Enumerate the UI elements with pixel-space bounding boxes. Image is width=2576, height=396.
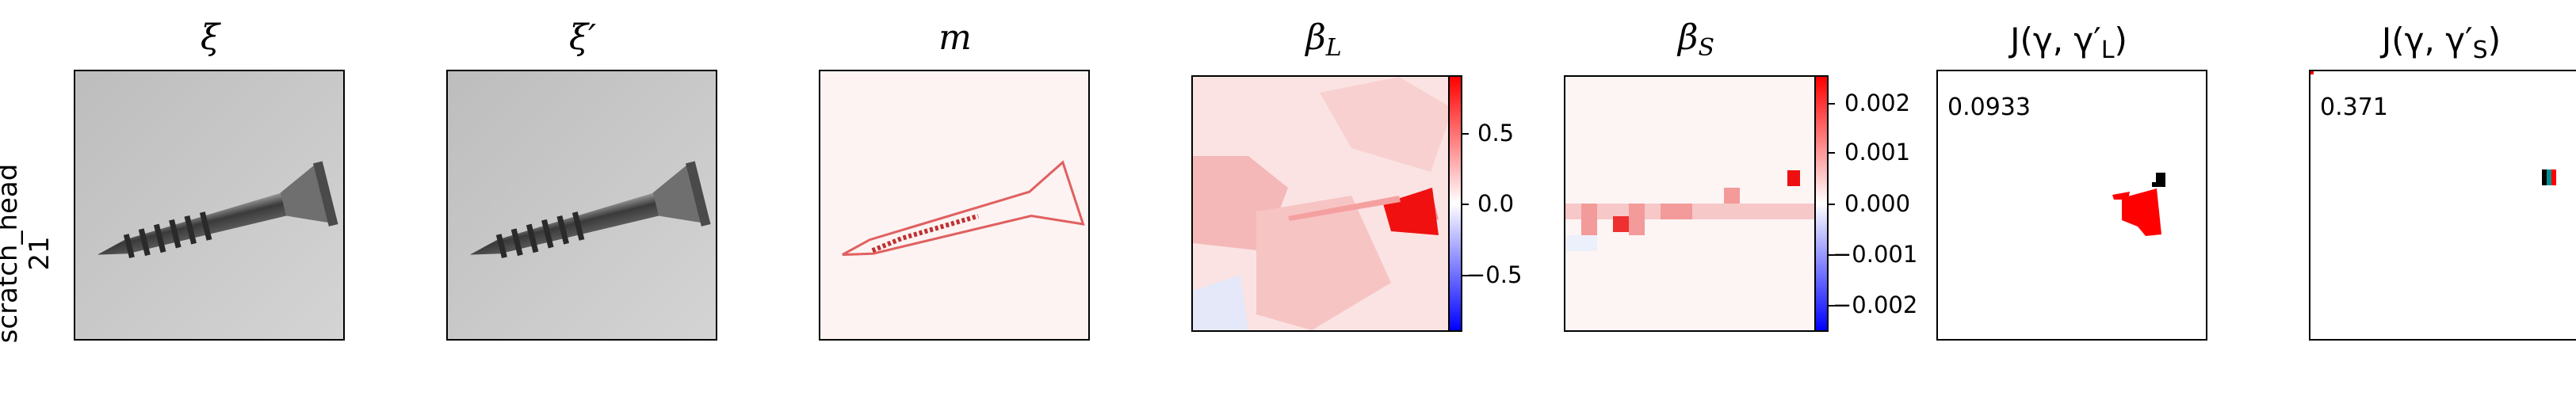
panel-title-j-l: J(γ, γ′L) <box>2010 21 2127 64</box>
j-l-overlay <box>2112 173 2165 236</box>
image-j-s <box>2309 70 2576 341</box>
colorbar-tick-label: −0.001 <box>1833 241 1918 268</box>
colorbar-tick <box>1462 204 1469 205</box>
beta-l-heatmap <box>1193 77 1453 330</box>
panel-title-m: m <box>938 17 972 58</box>
panel-title-beta-l: βL <box>1305 17 1342 62</box>
colorbar-tick-label: −0.002 <box>1833 291 1918 318</box>
colorbar-tick <box>1829 103 1835 105</box>
colorbar-tick-label: 0.002 <box>1844 89 1911 116</box>
panel-title-xi: ξ <box>200 17 220 58</box>
colorbar-tick <box>1462 133 1469 135</box>
image-j-l <box>1936 70 2207 341</box>
screw-image <box>75 71 343 339</box>
panel-title-j-s: J(γ, γ′S) <box>2381 21 2501 64</box>
mask-heatmap <box>820 71 1088 339</box>
row-label: scratch_head 21 <box>0 162 55 345</box>
colorbar-tick <box>1829 152 1835 154</box>
colorbar-tick <box>1462 275 1469 276</box>
image-xi-prime <box>446 70 717 341</box>
screw-image-reconstructed <box>448 71 716 339</box>
colorbar-beta-l <box>1448 75 1462 332</box>
image-beta-l <box>1191 75 1454 332</box>
colorbar-tick-label: 0.0 <box>1477 190 1515 217</box>
panel-title-xi-prime: ξ′ <box>568 17 597 58</box>
row-label-class: scratch_head <box>0 163 24 344</box>
image-beta-s <box>1564 75 1821 332</box>
colorbar-tick-label: −0.5 <box>1466 261 1523 288</box>
score-j-l: 0.0933 <box>1947 93 2031 121</box>
row-label-index: 21 <box>24 236 55 271</box>
beta-s-heatmap <box>1565 77 1819 330</box>
colorbar-tick <box>1829 204 1835 205</box>
image-xi <box>74 70 345 341</box>
score-j-s: 0.371 <box>2320 93 2388 121</box>
colorbar-tick <box>1829 305 1835 307</box>
j-s-overlay <box>2310 71 2556 185</box>
colorbar-beta-s <box>1814 75 1829 332</box>
colorbar-tick <box>1829 254 1835 256</box>
colorbar-tick-label: 0.001 <box>1844 139 1911 166</box>
colorbar-tick-label: 0.5 <box>1477 120 1515 147</box>
colorbar-tick-label: 0.000 <box>1844 190 1911 217</box>
panel-title-beta-s: βS <box>1678 17 1714 62</box>
image-mask-m <box>819 70 1090 341</box>
